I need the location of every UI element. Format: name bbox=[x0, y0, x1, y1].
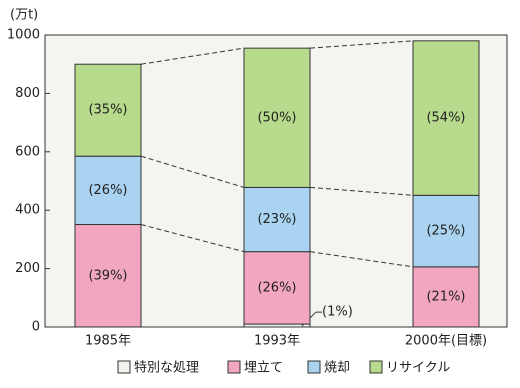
connector bbox=[140, 155, 245, 188]
value-label: (54%) bbox=[426, 111, 465, 126]
bar-segment bbox=[243, 251, 311, 325]
bar-segment bbox=[74, 63, 142, 157]
x-tick-label: 2000年(目標) bbox=[405, 334, 487, 349]
connector bbox=[309, 40, 414, 49]
value-label: (39%) bbox=[88, 268, 127, 283]
value-label: (35%) bbox=[88, 103, 127, 118]
value-label: (26%) bbox=[88, 183, 127, 198]
y-tick-label: 200 bbox=[15, 261, 40, 276]
x-tick-label: 1985年 bbox=[85, 334, 131, 349]
bar-segment bbox=[243, 186, 311, 253]
connector bbox=[309, 251, 414, 268]
legend-swatch bbox=[369, 360, 383, 374]
value-label: (50%) bbox=[257, 110, 296, 125]
bar-segment bbox=[412, 266, 480, 328]
legend-swatch bbox=[117, 360, 131, 374]
legend-label: リサイクル bbox=[386, 361, 450, 376]
legend-swatch bbox=[227, 360, 241, 374]
bar-segment bbox=[412, 40, 480, 196]
y-axis-label: (万t) bbox=[10, 8, 38, 23]
bar-segment bbox=[74, 224, 142, 328]
connector bbox=[140, 47, 245, 65]
connector bbox=[309, 186, 414, 196]
value-label: (21%) bbox=[426, 289, 465, 304]
legend-label: 埋立て bbox=[244, 361, 283, 376]
value-label: (23%) bbox=[257, 212, 296, 227]
x-tick-label: 1993年 bbox=[254, 334, 300, 349]
connector bbox=[140, 224, 245, 253]
y-tick-label: 400 bbox=[15, 203, 40, 218]
bar-segment bbox=[243, 47, 311, 188]
legend-label: 焼却 bbox=[324, 361, 350, 376]
y-tick-label: 0 bbox=[32, 320, 40, 335]
bar-segment bbox=[74, 155, 142, 226]
value-label: (26%) bbox=[257, 280, 296, 295]
value-label: (25%) bbox=[426, 224, 465, 239]
legend-label: 特別な処理 bbox=[134, 361, 199, 376]
y-tick-label: 600 bbox=[15, 144, 40, 159]
y-tick-label: 800 bbox=[15, 86, 40, 101]
value-label: (1%) bbox=[322, 305, 353, 320]
y-tick-label: 1000 bbox=[7, 28, 40, 43]
bar-segment bbox=[412, 194, 480, 268]
legend-swatch bbox=[307, 360, 321, 374]
